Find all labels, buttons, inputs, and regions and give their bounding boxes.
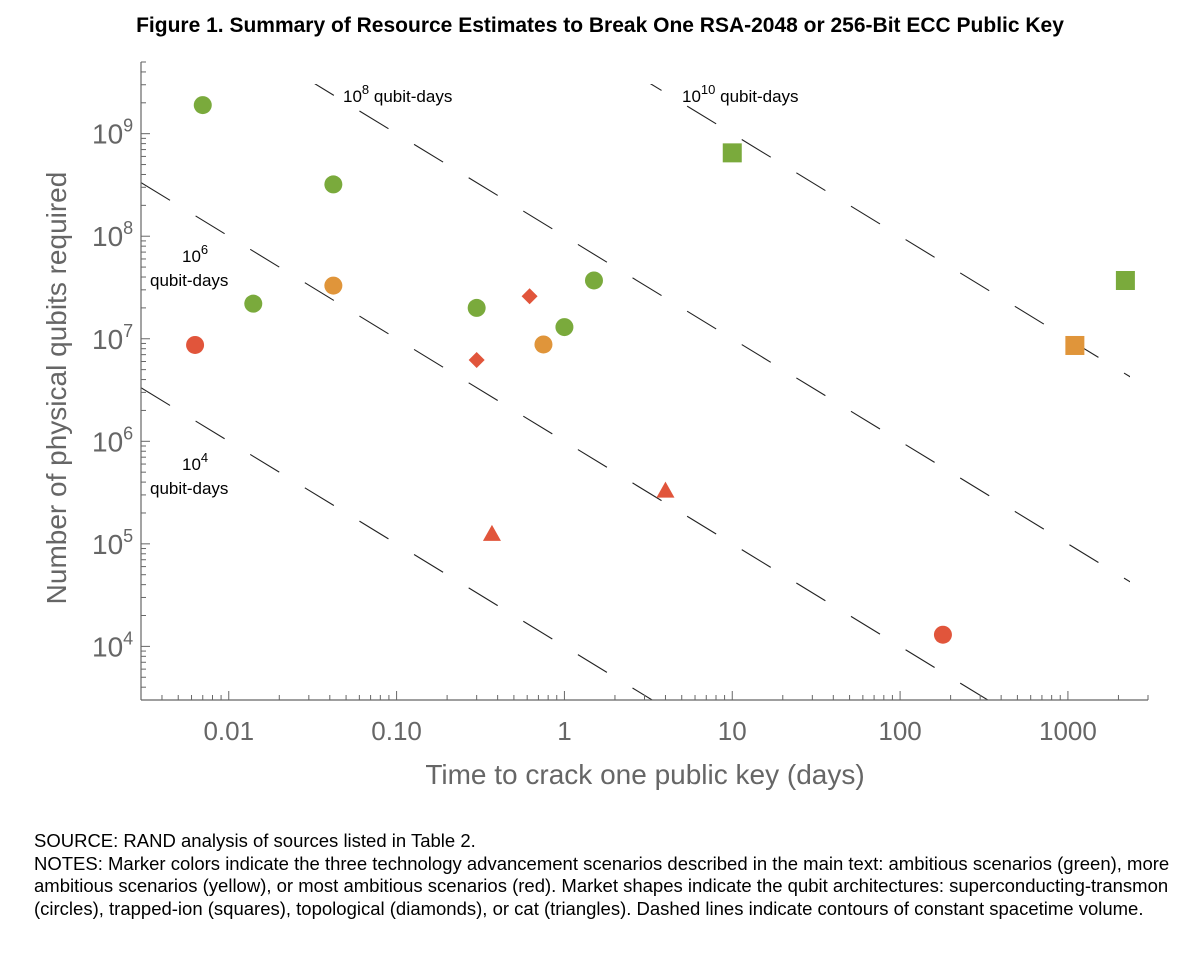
axes: 0.01 0.10 1 10 100 1000 104 105 106 107 108 109 [92,61,1149,746]
point-yellow-circle-8 [324,276,343,295]
y-axis-label: Number of physical qubits required [41,172,72,605]
figure-notes: SOURCE: RAND analysis of sources listed … [34,830,1174,920]
point-red-circle-12 [933,625,952,644]
contour-line-3 [649,84,1130,378]
y-tick-label-1: 105 [92,526,133,560]
contour-label-2: 108 qubit-days [343,82,452,106]
figure-title: Figure 1. Summary of Resource Estimates … [136,14,1064,37]
contour-line-1 [141,182,989,700]
point-green-square-7 [1115,270,1135,290]
point-yellow-circle-9 [534,335,553,354]
contour-line-0 [141,387,654,700]
point-red-circle-11 [186,335,205,354]
x-tick-label-2: 1 [557,716,571,746]
point-red-triangle-15 [482,524,501,541]
x-tick-label-3: 10 [718,716,747,746]
y-tick-label-4: 108 [92,218,133,252]
x-tick-label-0: 0.01 [203,716,254,746]
contour-line-2 [314,84,1130,583]
y-tick-label-5: 109 [92,116,133,150]
point-green-circle-4 [555,318,574,337]
contour-label-text-1: qubit-days [150,271,228,290]
y-tick-label-0: 104 [92,628,133,662]
point-red-diamond-14 [521,288,538,305]
contour-label-0: 104 [182,450,208,474]
data-points [186,96,1135,644]
x-tick-label-1: 0.10 [371,716,422,746]
x-tick-label-5: 1000 [1039,716,1097,746]
resource-estimates-chart: 104 qubit-days 106 qubit-days 108 qubit-days… [41,61,1149,790]
notes-text: NOTES: Marker colors indicate the three … [34,852,1170,919]
x-axis-label: Time to crack one public key (days) [425,759,864,790]
contour-label-3: 1010 qubit-days [682,82,799,106]
point-green-circle-1 [324,175,343,194]
point-green-circle-5 [584,271,603,290]
point-red-triangle-16 [656,481,675,498]
source-note: SOURCE: RAND analysis of sources listed … [34,830,476,851]
contour-label-text-0: qubit-days [150,479,228,498]
point-yellow-square-10 [1065,335,1085,355]
point-green-circle-0 [193,96,212,115]
y-tick-label-3: 107 [92,321,133,355]
point-green-circle-2 [244,294,263,313]
point-red-diamond-13 [468,352,485,369]
point-green-square-6 [722,143,742,163]
x-tick-label-4: 100 [878,716,921,746]
contour-label-1: 106 [182,242,208,266]
point-green-circle-3 [467,298,486,317]
y-tick-label-2: 106 [92,423,133,457]
